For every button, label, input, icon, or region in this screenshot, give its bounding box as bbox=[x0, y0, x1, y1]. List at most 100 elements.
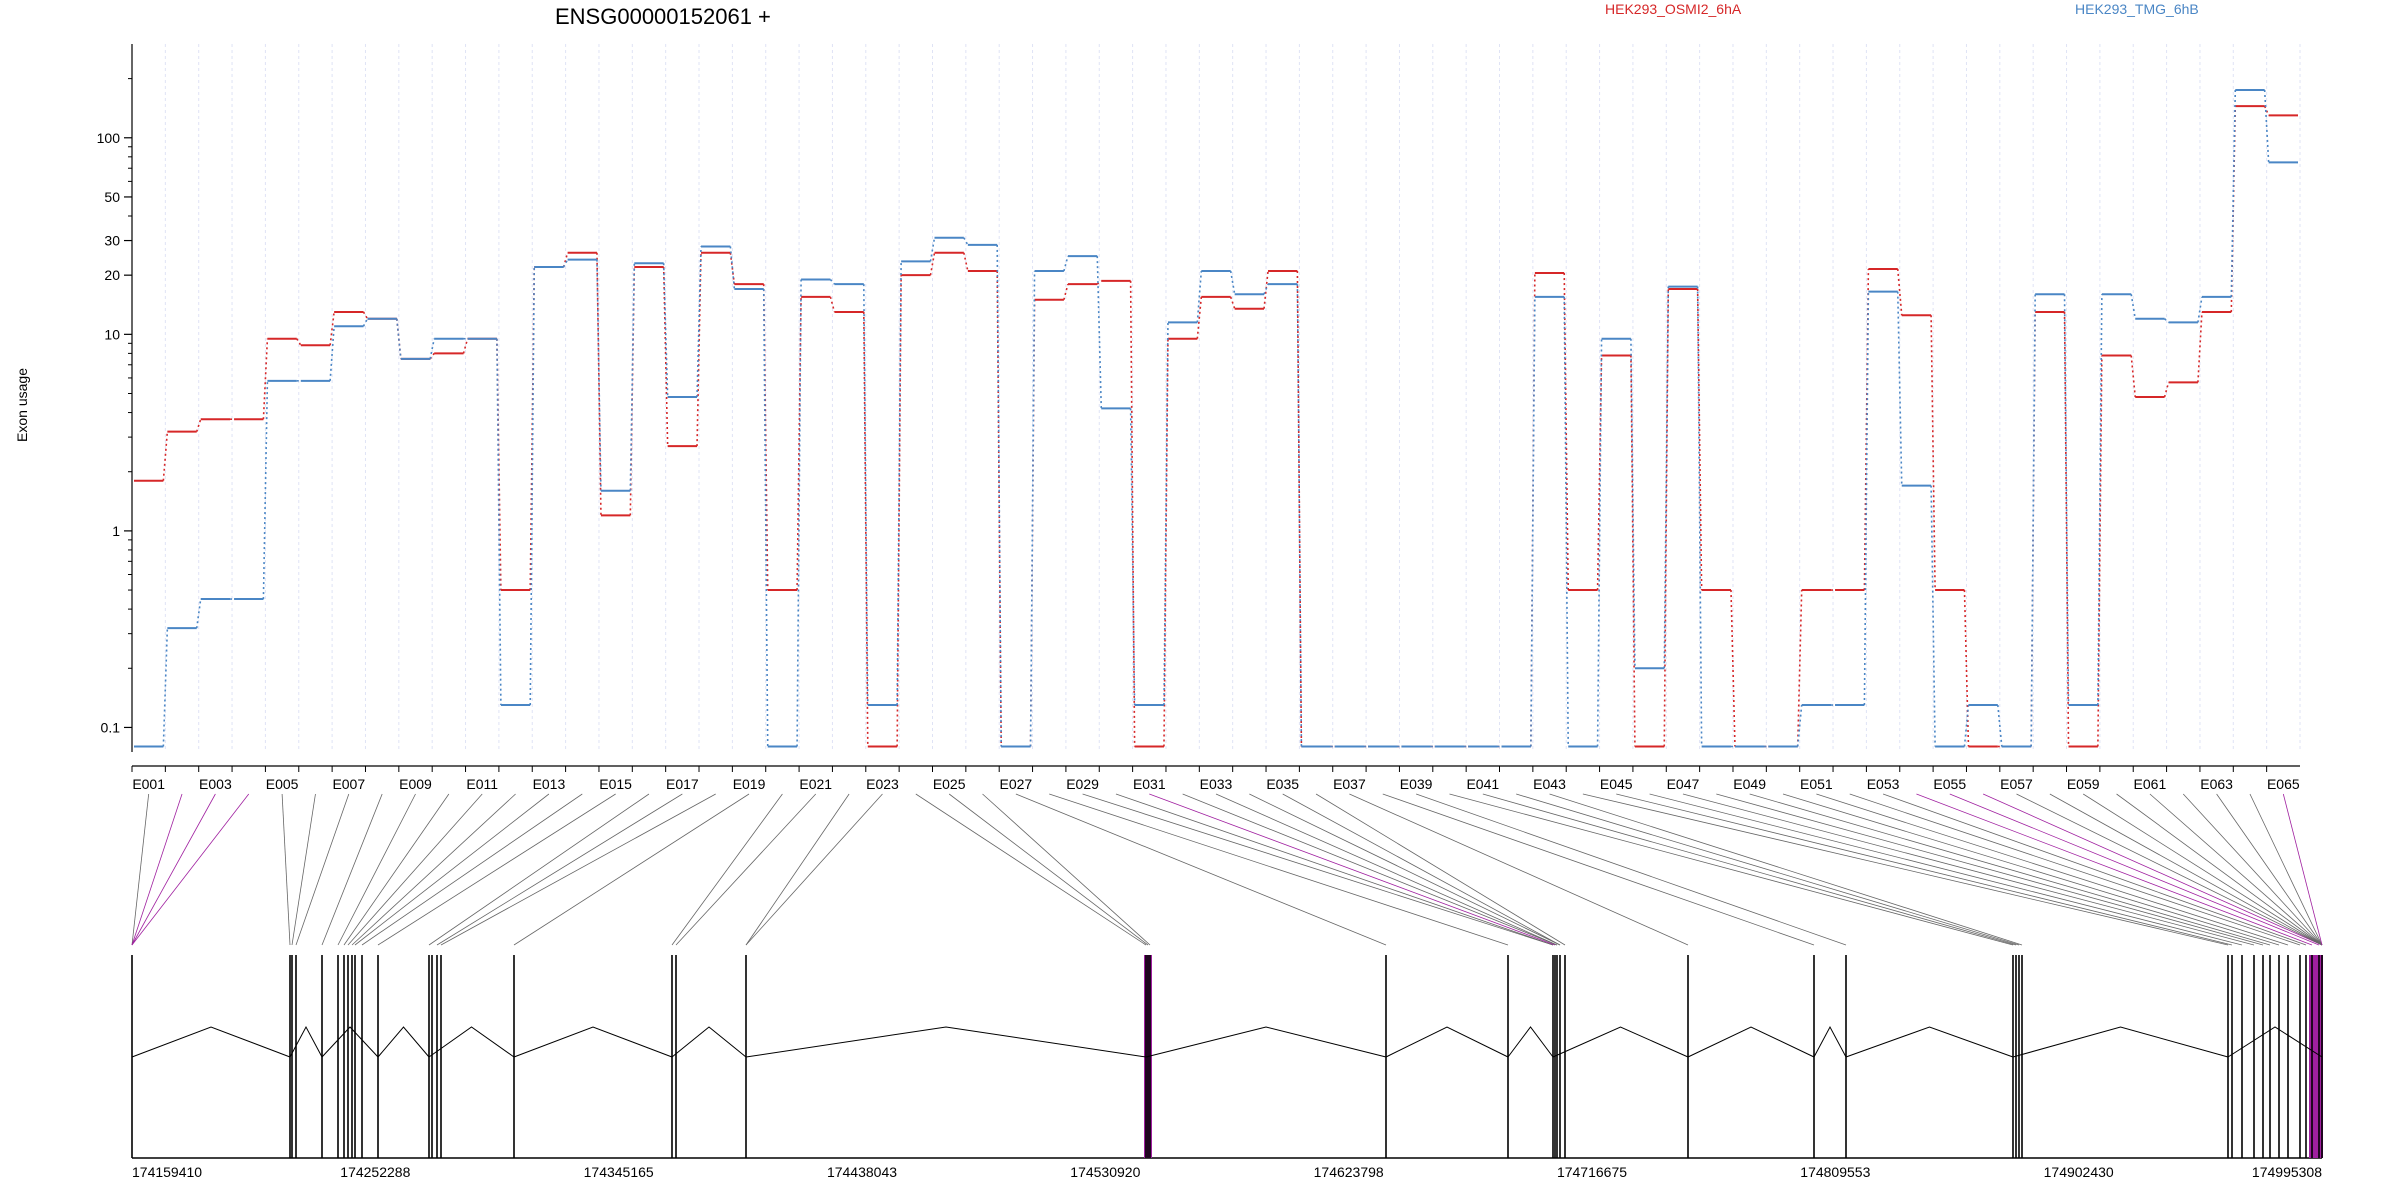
exon-connector bbox=[131, 793, 183, 946]
intron-line bbox=[2012, 1026, 2229, 1058]
exon-connector bbox=[347, 793, 483, 946]
series-connector bbox=[1029, 299, 1036, 747]
exon-connector bbox=[1382, 793, 1815, 946]
exon-connector bbox=[1249, 793, 1561, 946]
x-tick-label: E049 bbox=[1733, 776, 1766, 792]
x-tick-label: E009 bbox=[399, 776, 432, 792]
x-tick-label: E061 bbox=[2134, 776, 2167, 792]
exon-connector bbox=[377, 793, 616, 946]
series-connector bbox=[729, 246, 736, 290]
exon-connector bbox=[1349, 793, 1689, 946]
exon-connector bbox=[1782, 793, 2280, 946]
exon-connector bbox=[131, 793, 216, 946]
series-layer bbox=[134, 89, 2298, 748]
intron-line bbox=[671, 1026, 747, 1058]
exon-connector bbox=[321, 793, 383, 946]
series-connector bbox=[662, 263, 669, 398]
series-connector bbox=[596, 259, 602, 491]
series-connector bbox=[1029, 270, 1036, 747]
exon-connector bbox=[436, 793, 683, 946]
series-connector bbox=[195, 418, 202, 432]
exon-connector bbox=[131, 793, 250, 946]
x-tick-label: E019 bbox=[733, 776, 766, 792]
genomic-tick-label: 174716675 bbox=[1557, 1164, 1627, 1180]
series-connector bbox=[1696, 286, 1703, 747]
exon-connector bbox=[1182, 793, 1558, 946]
series-connector bbox=[1196, 270, 1203, 323]
x-tick-label: E047 bbox=[1667, 776, 1700, 792]
exon-connector bbox=[1682, 793, 2255, 946]
series-connector bbox=[329, 311, 335, 346]
intron-line bbox=[1145, 1026, 1387, 1058]
y-axis-label: Exon usage bbox=[14, 368, 30, 442]
series-connector bbox=[896, 261, 902, 706]
series-connector bbox=[2197, 296, 2203, 323]
legend-entry-tmg: HEK293_TMG_6hB bbox=[2075, 1, 2199, 17]
x-tick-label: E045 bbox=[1600, 776, 1633, 792]
series-connector bbox=[1163, 322, 1169, 706]
x-tick-label: E029 bbox=[1066, 776, 1099, 792]
exon-connector bbox=[1149, 793, 1556, 946]
intron-line bbox=[377, 1026, 430, 1058]
exon-connector bbox=[281, 793, 291, 946]
legend-entry-osmi2: HEK293_OSMI2_6hA bbox=[1605, 1, 1742, 17]
exon-connector bbox=[361, 793, 583, 946]
genomic-coordinate-axis: 174159410 174252288 174345165 174438043 1745… bbox=[132, 1164, 2322, 1180]
series-connector bbox=[996, 270, 1002, 747]
genomic-tick-label: 174902430 bbox=[2044, 1164, 2114, 1180]
exon-connector bbox=[745, 793, 850, 946]
series-connector bbox=[963, 252, 969, 272]
y-tick-label: 20 bbox=[104, 267, 120, 283]
genomic-tick-label: 174438043 bbox=[827, 1164, 897, 1180]
x-tick-label: E059 bbox=[2067, 776, 2100, 792]
intron-line bbox=[131, 1026, 291, 1058]
exon-connector bbox=[2282, 793, 2323, 946]
intron-line bbox=[1813, 1025, 1847, 1058]
genomic-tick-label: 174995308 bbox=[2252, 1164, 2322, 1180]
exon-connector bbox=[1616, 793, 2233, 946]
series-connector bbox=[262, 380, 269, 600]
series-connector bbox=[362, 318, 369, 327]
genomic-tick-label: 174530920 bbox=[1070, 1164, 1140, 1180]
exon-connector bbox=[948, 793, 1149, 946]
genomic-tick-label: 174809553 bbox=[1800, 1164, 1870, 1180]
x-tick-label: E051 bbox=[1800, 776, 1833, 792]
series-connector bbox=[1096, 280, 1102, 285]
exon-connector bbox=[295, 793, 350, 946]
series-connector bbox=[162, 431, 169, 481]
series-connector bbox=[1863, 291, 1870, 706]
series-connector bbox=[1196, 296, 1203, 339]
exon-connector bbox=[291, 793, 316, 946]
x-tick-label: E005 bbox=[266, 776, 299, 792]
exon-connector bbox=[428, 793, 650, 946]
x-tick-label: E031 bbox=[1133, 776, 1166, 792]
exon-connector-lines bbox=[131, 793, 2323, 946]
x-tick-label: E037 bbox=[1333, 776, 1366, 792]
intron-line bbox=[1552, 1026, 1689, 1058]
exon-connector bbox=[1015, 793, 1387, 946]
intron-line bbox=[1507, 1026, 1554, 1058]
series-connector bbox=[929, 237, 936, 262]
series-connector bbox=[1663, 286, 1670, 669]
series-connector bbox=[2230, 89, 2237, 297]
exon-connector bbox=[675, 793, 817, 946]
series-connector bbox=[429, 338, 435, 360]
series-connector bbox=[1263, 283, 1269, 295]
x-tick-label: E035 bbox=[1266, 776, 1299, 792]
x-tick-label: E065 bbox=[2267, 776, 2300, 792]
x-tick-label: E001 bbox=[132, 776, 165, 792]
series-connector bbox=[1263, 270, 1269, 309]
exon-connector bbox=[2249, 793, 2323, 946]
exon-connector bbox=[1449, 793, 2014, 946]
series-connector bbox=[1796, 704, 1803, 747]
exon-connector bbox=[2149, 793, 2323, 946]
series-connector bbox=[2263, 105, 2270, 116]
series-connector bbox=[329, 326, 335, 381]
x-tick-label: E039 bbox=[1400, 776, 1433, 792]
x-tick-label: E027 bbox=[1000, 776, 1033, 792]
series-connector bbox=[862, 284, 869, 706]
exon-connector bbox=[1582, 793, 2229, 946]
series-connector bbox=[796, 296, 802, 591]
series-connector bbox=[529, 267, 536, 706]
series-connector bbox=[1296, 284, 1303, 747]
